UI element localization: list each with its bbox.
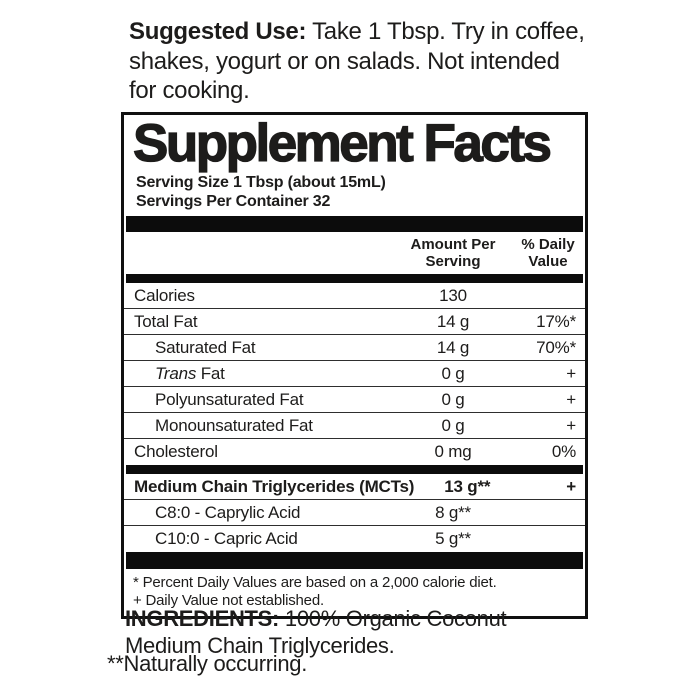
nutrient-name-part: Fat bbox=[196, 363, 225, 383]
nutrient-daily-value: 0% bbox=[551, 442, 576, 461]
daily-value-header: % Daily Value bbox=[521, 236, 575, 270]
ingredients-label: INGREDIENTS: bbox=[125, 606, 280, 631]
nutrient-daily-value: + bbox=[566, 363, 576, 383]
nutrient-row: Calories 130 bbox=[124, 283, 585, 309]
nutrient-name: Calories bbox=[134, 285, 195, 305]
nutrient-name: Trans Fat bbox=[124, 364, 393, 384]
nutrient-row: Cholesterol 0 mg 0% bbox=[124, 439, 585, 465]
nutrient-amount: 0 g bbox=[441, 415, 465, 435]
servings-per-container-text: Servings Per Container 32 bbox=[136, 193, 331, 210]
suggested-use-body: Take 1 Tbsp. Try in coffee, shakes, yogu… bbox=[129, 18, 585, 104]
nutrient-amount: 130 bbox=[439, 285, 467, 305]
naturally-occurring-note: **Naturally occurring. bbox=[107, 651, 308, 676]
ingredients-body: 100% Organic Coconut Medium Chain Trigly… bbox=[125, 606, 507, 658]
nutrient-amount: 14 g bbox=[436, 337, 470, 357]
nutrient-name: C8:0 - Caprylic Acid bbox=[155, 502, 301, 522]
amount-per-serving-header: Amount Per Serving bbox=[410, 236, 496, 270]
thick-divider-bar-top bbox=[126, 216, 583, 232]
nutrient-daily-value: + bbox=[566, 415, 576, 435]
nutrient-rows-main: Calories 130 Total Fat 14 g 17%* Saturated Fa… bbox=[124, 283, 585, 465]
nutrient-name: Monounsaturated Fat bbox=[155, 415, 313, 435]
medium-divider-bar-mct bbox=[126, 465, 583, 474]
nutrient-name: C10:0 - Capric Acid bbox=[155, 529, 298, 548]
nutrient-name: Cholesterol bbox=[134, 442, 218, 461]
nutrient-rows-mct: Medium Chain Triglycerides (MCTs) 13 g** +… bbox=[124, 474, 585, 552]
nutrient-amount: 0 g bbox=[441, 363, 465, 383]
nutrient-row: Total Fat 14 g 17%* bbox=[124, 309, 585, 335]
supplement-facts-panel: Supplement Facts Serving Size 1 Tbsp (ab… bbox=[121, 112, 588, 619]
serving-size-text: Serving Size 1 Tbsp (about 15mL) bbox=[136, 174, 386, 191]
nutrient-daily-value: + bbox=[566, 389, 576, 409]
nutrient-row: C8:0 - Caprylic Acid 8 g** bbox=[124, 500, 585, 526]
footnote-line: + Daily Value not established. bbox=[133, 591, 324, 609]
column-header-row: Amount Per Serving % Daily Value bbox=[124, 232, 585, 274]
serving-info: Serving Size 1 Tbsp (about 15mL) Serving… bbox=[124, 173, 585, 211]
nutrient-row: Medium Chain Triglycerides (MCTs) 13 g** + bbox=[124, 474, 585, 500]
nutrient-amount: 5 g** bbox=[435, 529, 471, 548]
nutrient-daily-value: 70%* bbox=[536, 337, 576, 357]
nutrient-row: C10:0 - Capric Acid 5 g** bbox=[124, 526, 585, 552]
ingredients-paragraph: INGREDIENTS: 100% Organic Coconut Medium… bbox=[125, 606, 539, 659]
nutrient-daily-value: + bbox=[566, 476, 576, 496]
nutrient-row: Saturated Fat 14 g 70%* bbox=[124, 335, 585, 361]
medium-divider-bar-header bbox=[126, 274, 583, 283]
nutrient-name-italic-part: Trans bbox=[155, 363, 197, 383]
suggested-use-paragraph: Suggested Use: Take 1 Tbsp. Try in coffe… bbox=[129, 17, 591, 106]
nutrient-name: Total Fat bbox=[134, 311, 198, 331]
nutrient-name: Medium Chain Triglycerides (MCTs) bbox=[134, 476, 415, 496]
panel-title: Supplement Facts bbox=[132, 114, 552, 173]
footnotes-block: * Percent Daily Values are based on a 2,… bbox=[124, 569, 585, 616]
nutrient-amount: 0 mg bbox=[434, 442, 472, 461]
nutrient-row: Polyunsaturated Fat 0 g + bbox=[124, 387, 585, 413]
nutrient-row: Monounsaturated Fat 0 g + bbox=[124, 413, 585, 439]
nutrient-amount: 8 g** bbox=[435, 502, 471, 522]
nutrient-amount: 13 g** bbox=[444, 476, 491, 496]
footnote-line: * Percent Daily Values are based on a 2,… bbox=[133, 574, 497, 591]
nutrient-amount: 14 g bbox=[436, 311, 470, 331]
nutrient-daily-value: 17%* bbox=[536, 311, 576, 331]
suggested-use-label: Suggested Use: bbox=[129, 18, 307, 45]
nutrient-name: Saturated Fat bbox=[155, 337, 256, 357]
nutrient-row: Trans Fat 0 g + bbox=[124, 361, 585, 387]
nutrient-name: Polyunsaturated Fat bbox=[155, 389, 304, 409]
nutrient-amount: 0 g bbox=[441, 389, 465, 409]
thick-divider-bar-bottom bbox=[126, 552, 583, 569]
